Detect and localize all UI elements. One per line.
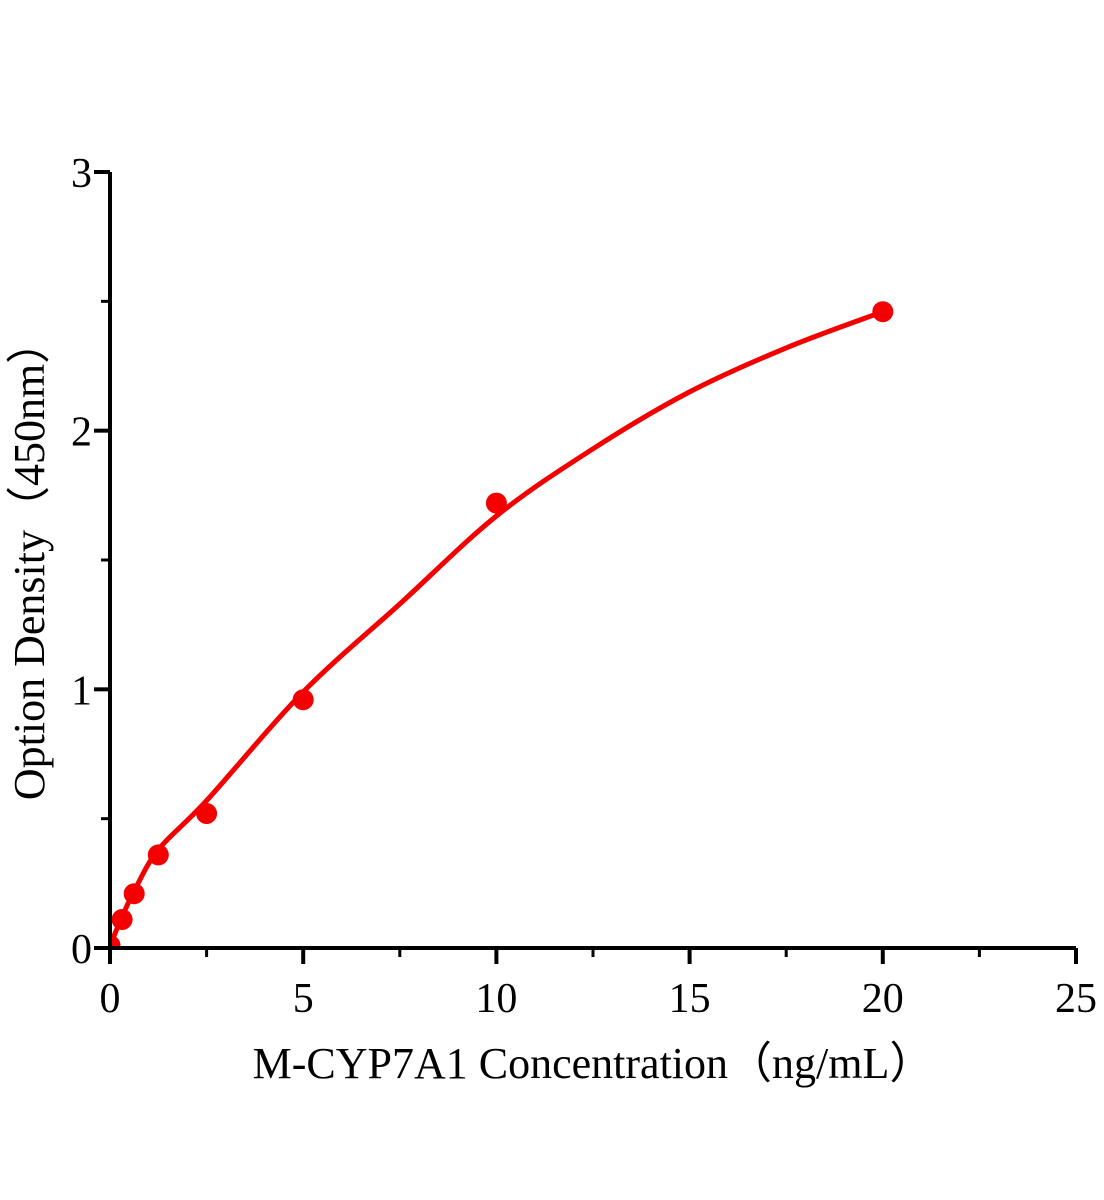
data-point	[292, 689, 314, 711]
x-axis-title: M-CYP7A1 Concentration（ng/mL）	[253, 1039, 934, 1088]
x-tick-label: 25	[1055, 976, 1097, 1022]
data-point	[110, 934, 121, 948]
y-tick-labels: 0 1 2 3	[71, 151, 92, 973]
data-point	[123, 883, 145, 905]
data-point	[147, 844, 169, 866]
data-point	[196, 803, 218, 824]
y-tick-label: 2	[71, 410, 92, 456]
axes: 0 5 10 15 20 25 0 1 2 3	[71, 151, 1097, 1022]
x-tick-label: 20	[862, 976, 904, 1022]
axis-ticks	[94, 170, 1078, 964]
x-tick-label: 15	[669, 976, 711, 1022]
x-tick-label: 0	[100, 976, 121, 1022]
data-points	[110, 301, 894, 948]
x-tick-label: 10	[475, 976, 517, 1022]
fit-curve-line	[110, 309, 886, 948]
data-point	[111, 909, 133, 930]
x-tick-labels: 0 5 10 15 20 25	[100, 976, 1098, 1022]
data-point	[485, 492, 507, 514]
y-tick-label: 1	[71, 668, 92, 714]
x-tick-label: 5	[293, 976, 314, 1022]
data-layer	[110, 301, 894, 948]
y-axis-title: Option Density（450nm）	[5, 320, 54, 800]
y-tick-label: 3	[71, 151, 92, 197]
y-tick-label: 0	[71, 927, 92, 973]
data-point	[872, 301, 894, 323]
